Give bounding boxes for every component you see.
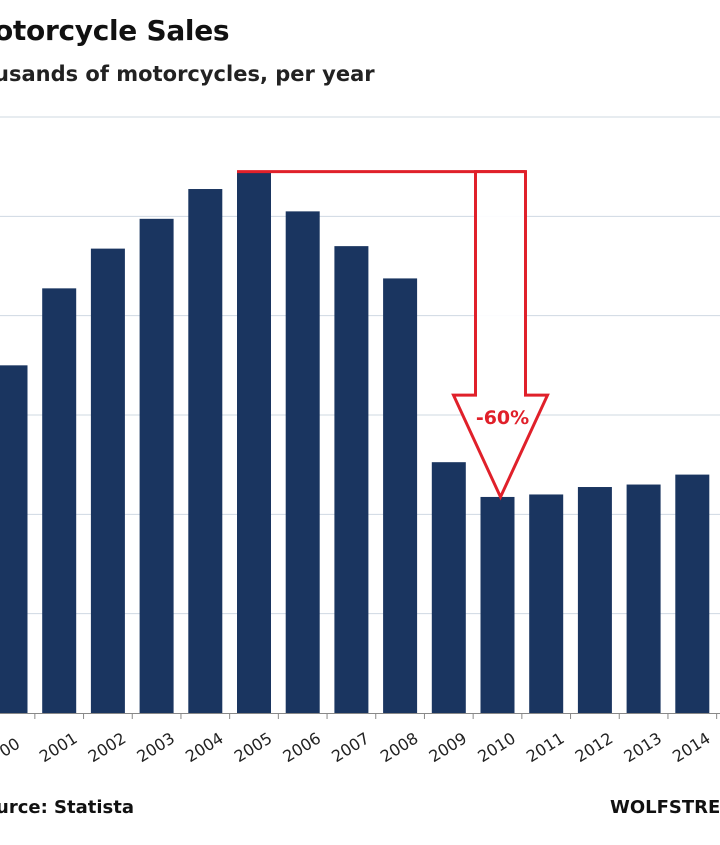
x-tick-label: 2003 <box>133 728 178 766</box>
x-tick-label: 2005 <box>231 728 276 766</box>
x-tick-label: 2002 <box>85 728 130 766</box>
bar <box>675 474 710 713</box>
x-tick-label: 2006 <box>279 728 324 766</box>
source-label: urce: Statista <box>0 797 134 818</box>
x-tick-label: 2012 <box>572 728 617 766</box>
x-tick-label: 00 <box>0 734 23 761</box>
drop-arrow <box>451 170 550 501</box>
x-tick-label: 2014 <box>669 728 714 766</box>
bar <box>188 189 223 713</box>
bar <box>237 171 271 714</box>
bar <box>480 496 515 713</box>
bar <box>626 484 661 713</box>
x-tick-label: 2007 <box>328 728 373 766</box>
bar <box>285 211 320 713</box>
x-tick-label: 2009 <box>426 728 471 766</box>
bar <box>334 246 369 713</box>
x-tick-label: 2011 <box>523 728 568 766</box>
bar <box>529 494 564 713</box>
x-tick-label: 2001 <box>36 728 81 766</box>
drop-percent-label: -60% <box>476 407 529 429</box>
bar <box>383 278 418 713</box>
credit-label: WOLFSTRE <box>610 797 720 818</box>
x-tick-label: 2008 <box>377 728 422 766</box>
x-tick-label: 2010 <box>474 728 519 766</box>
chart-subtitle: usands of motorcycles, per year <box>0 62 375 86</box>
bar <box>0 365 28 713</box>
bar <box>431 462 466 713</box>
bar <box>90 248 125 713</box>
bar <box>577 487 612 713</box>
bar <box>139 218 174 714</box>
chart-title: otorcycle Sales <box>0 14 230 47</box>
x-tick-label: 2013 <box>620 728 665 766</box>
x-tick-label: 2004 <box>182 728 227 766</box>
bar <box>42 288 77 713</box>
